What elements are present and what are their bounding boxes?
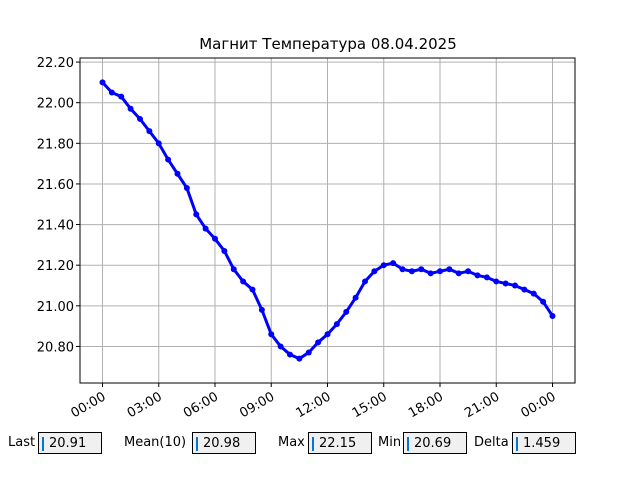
data-point [315, 339, 322, 346]
field-label: Delta [474, 435, 509, 450]
field-label: Min [378, 435, 402, 450]
field-label: Max [278, 435, 305, 450]
data-point [408, 268, 415, 275]
data-point [258, 306, 265, 313]
data-point [483, 274, 490, 281]
data-point [324, 331, 331, 338]
field-value: 20.98 [192, 432, 256, 454]
data-point [146, 128, 153, 135]
data-point [399, 266, 406, 273]
data-point [530, 290, 537, 297]
x-tick-label: 18:00 [406, 389, 446, 421]
data-point [502, 280, 509, 287]
data-point [362, 278, 368, 285]
data-point [155, 140, 162, 147]
x-tick-label: 21:00 [462, 389, 502, 421]
x-tick-label: 00:00 [69, 389, 109, 421]
data-point [165, 156, 172, 163]
data-point [521, 286, 528, 293]
x-tick-label: 12:00 [294, 389, 334, 421]
data-point [240, 278, 247, 285]
data-point [465, 268, 472, 275]
data-point [549, 312, 556, 319]
data-point [108, 89, 115, 96]
field-label: Last [8, 435, 36, 450]
data-point [202, 225, 209, 232]
field-label: Mean(10) [124, 435, 187, 450]
y-tick-label: 21.00 [37, 300, 74, 315]
data-point [455, 270, 462, 277]
data-point [380, 262, 387, 269]
data-point [427, 270, 434, 277]
data-point [493, 278, 500, 285]
y-tick-label: 21.40 [37, 219, 74, 234]
data-point [249, 286, 256, 293]
data-point [193, 211, 200, 218]
x-tick-label: 09:00 [237, 389, 277, 421]
data-point [512, 282, 518, 289]
field-value: 20.91 [38, 432, 102, 454]
data-point [474, 272, 481, 279]
data-point [174, 170, 181, 177]
data-point [333, 321, 340, 328]
data-point [230, 266, 237, 273]
x-tick-label: 00:00 [519, 389, 559, 421]
x-tick-label: 06:00 [181, 389, 221, 421]
data-point [99, 79, 106, 86]
y-tick-label: 21.60 [37, 178, 74, 193]
data-point [127, 105, 134, 112]
y-tick-label: 22.20 [37, 56, 74, 71]
field-value: 22.15 [308, 432, 372, 454]
data-point [118, 93, 125, 100]
data-point [352, 294, 359, 301]
data-point [221, 247, 228, 254]
data-point [437, 268, 443, 275]
field-value: 20.69 [403, 432, 467, 454]
plot-frame [79, 57, 576, 384]
x-tick-label: 15:00 [350, 389, 390, 421]
y-tick-label: 20.80 [37, 340, 74, 355]
data-point [343, 308, 350, 315]
chart: Магнит Температура 08.04.2025 20.80 21.00… [37, 35, 576, 421]
data-point [268, 331, 275, 338]
data-point [277, 343, 284, 350]
y-tick-label: 21.80 [37, 137, 74, 152]
data-point [287, 351, 293, 358]
field-value: 1.459 [512, 432, 576, 454]
data-point [212, 235, 218, 242]
data-point [371, 268, 378, 275]
data-point [296, 355, 303, 362]
y-tick-label: 22.00 [37, 97, 74, 112]
data-point [390, 260, 397, 267]
data-point [137, 115, 143, 122]
data-point [540, 298, 547, 305]
data-point [305, 349, 312, 356]
data-point [418, 266, 425, 273]
data-point [183, 185, 190, 191]
data-point [446, 266, 453, 273]
x-tick-label: 03:00 [125, 389, 165, 421]
y-tick-label: 21.20 [37, 259, 74, 274]
chart-title: Магнит Температура 08.04.2025 [199, 35, 457, 53]
